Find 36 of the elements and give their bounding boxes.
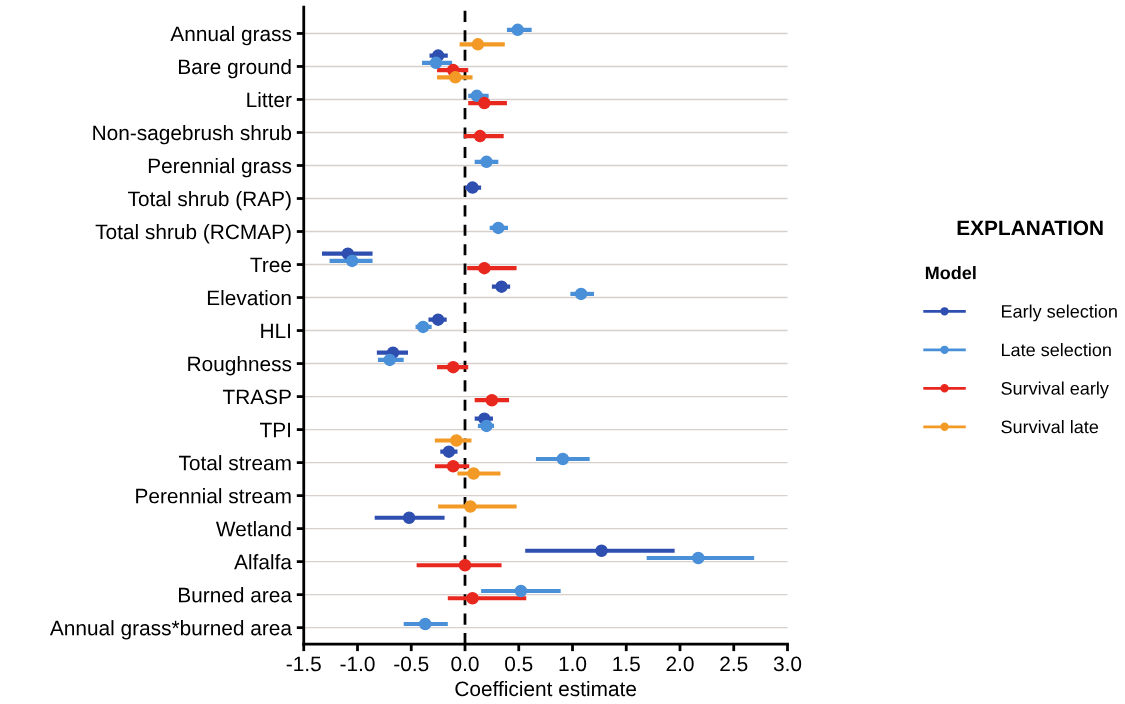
legend-label: Survival early bbox=[1001, 381, 1109, 399]
y-tick-label: Bare ground bbox=[179, 58, 291, 79]
legend-label: Survival late bbox=[1001, 420, 1099, 434]
x-axis-title: Coefficient estimate bbox=[455, 680, 636, 697]
x-tick-label: 1.0 bbox=[559, 656, 587, 672]
y-tick-label: Total stream bbox=[178, 455, 291, 471]
y-tick-label: Tree bbox=[250, 257, 292, 273]
x-tick-label: -1.5 bbox=[286, 656, 321, 672]
y-tick-label: Total shrub (RAP) bbox=[128, 190, 291, 211]
legend-label: Late selection bbox=[1002, 343, 1111, 357]
y-tick-label: Non-sagebrush shrub bbox=[93, 124, 292, 145]
x-tick-label: 0.0 bbox=[451, 656, 479, 672]
y-tick-label: TPI bbox=[260, 422, 291, 438]
y-tick-label: Total shrub (RCMAP) bbox=[95, 223, 291, 244]
legend-label: Early selection bbox=[1002, 304, 1117, 322]
y-tick-label: Perennial grass bbox=[148, 157, 292, 178]
y-tick-label: Alfalfa bbox=[234, 554, 292, 570]
y-tick-label: Annual grass*burned area bbox=[49, 620, 292, 640]
x-tick-label: 0.5 bbox=[505, 656, 533, 672]
x-tick-label: 1.5 bbox=[613, 656, 640, 672]
x-tick-label: -1.0 bbox=[340, 656, 375, 672]
y-tick-label: Perennial stream bbox=[136, 488, 291, 504]
text: EXPLANATION bbox=[957, 220, 1103, 236]
y-tick-label: Wetland bbox=[215, 521, 291, 537]
legend-title: Model bbox=[925, 266, 976, 280]
y-tick-label: Roughness bbox=[188, 356, 292, 376]
y-tick-label: TRASP bbox=[222, 389, 291, 405]
y-tick-label: Elevation bbox=[207, 289, 291, 306]
y-tick-label: HLI bbox=[261, 323, 291, 339]
x-tick-label: 2.5 bbox=[720, 656, 748, 672]
x-tick-label: 3.0 bbox=[773, 656, 802, 672]
y-tick-label: Burned area bbox=[179, 587, 292, 603]
y-tick-label: Litter bbox=[247, 91, 292, 108]
y-tick-label: Annual grass bbox=[170, 25, 292, 46]
x-tick-label: -0.5 bbox=[394, 656, 429, 672]
x-tick-label: 2.0 bbox=[666, 656, 694, 672]
